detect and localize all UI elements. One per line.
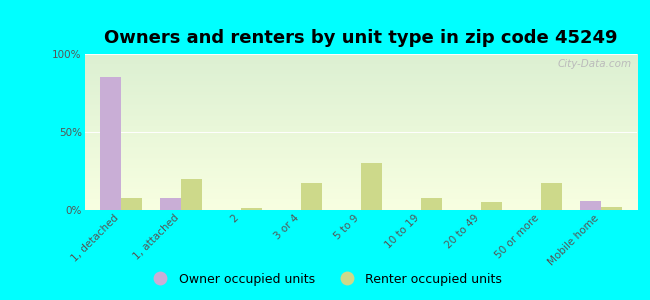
Text: City-Data.com: City-Data.com bbox=[557, 59, 632, 69]
Bar bbox=[481, 202, 502, 210]
Bar bbox=[520, 209, 541, 210]
Bar bbox=[280, 209, 301, 210]
Bar bbox=[340, 209, 361, 210]
Title: Owners and renters by unit type in zip code 45249: Owners and renters by unit type in zip c… bbox=[104, 29, 618, 47]
Bar bbox=[159, 197, 181, 210]
Bar bbox=[580, 201, 601, 210]
Bar bbox=[421, 197, 442, 210]
Bar bbox=[120, 197, 142, 210]
Bar bbox=[361, 163, 382, 210]
Bar bbox=[181, 179, 202, 210]
Bar bbox=[541, 184, 562, 210]
Bar bbox=[400, 209, 421, 210]
Bar bbox=[601, 207, 622, 210]
Legend: Owner occupied units, Renter occupied units: Owner occupied units, Renter occupied un… bbox=[143, 268, 507, 291]
Bar bbox=[220, 209, 240, 210]
Bar bbox=[99, 77, 120, 210]
Bar bbox=[301, 184, 322, 210]
Bar bbox=[240, 208, 262, 210]
Bar bbox=[460, 209, 481, 210]
